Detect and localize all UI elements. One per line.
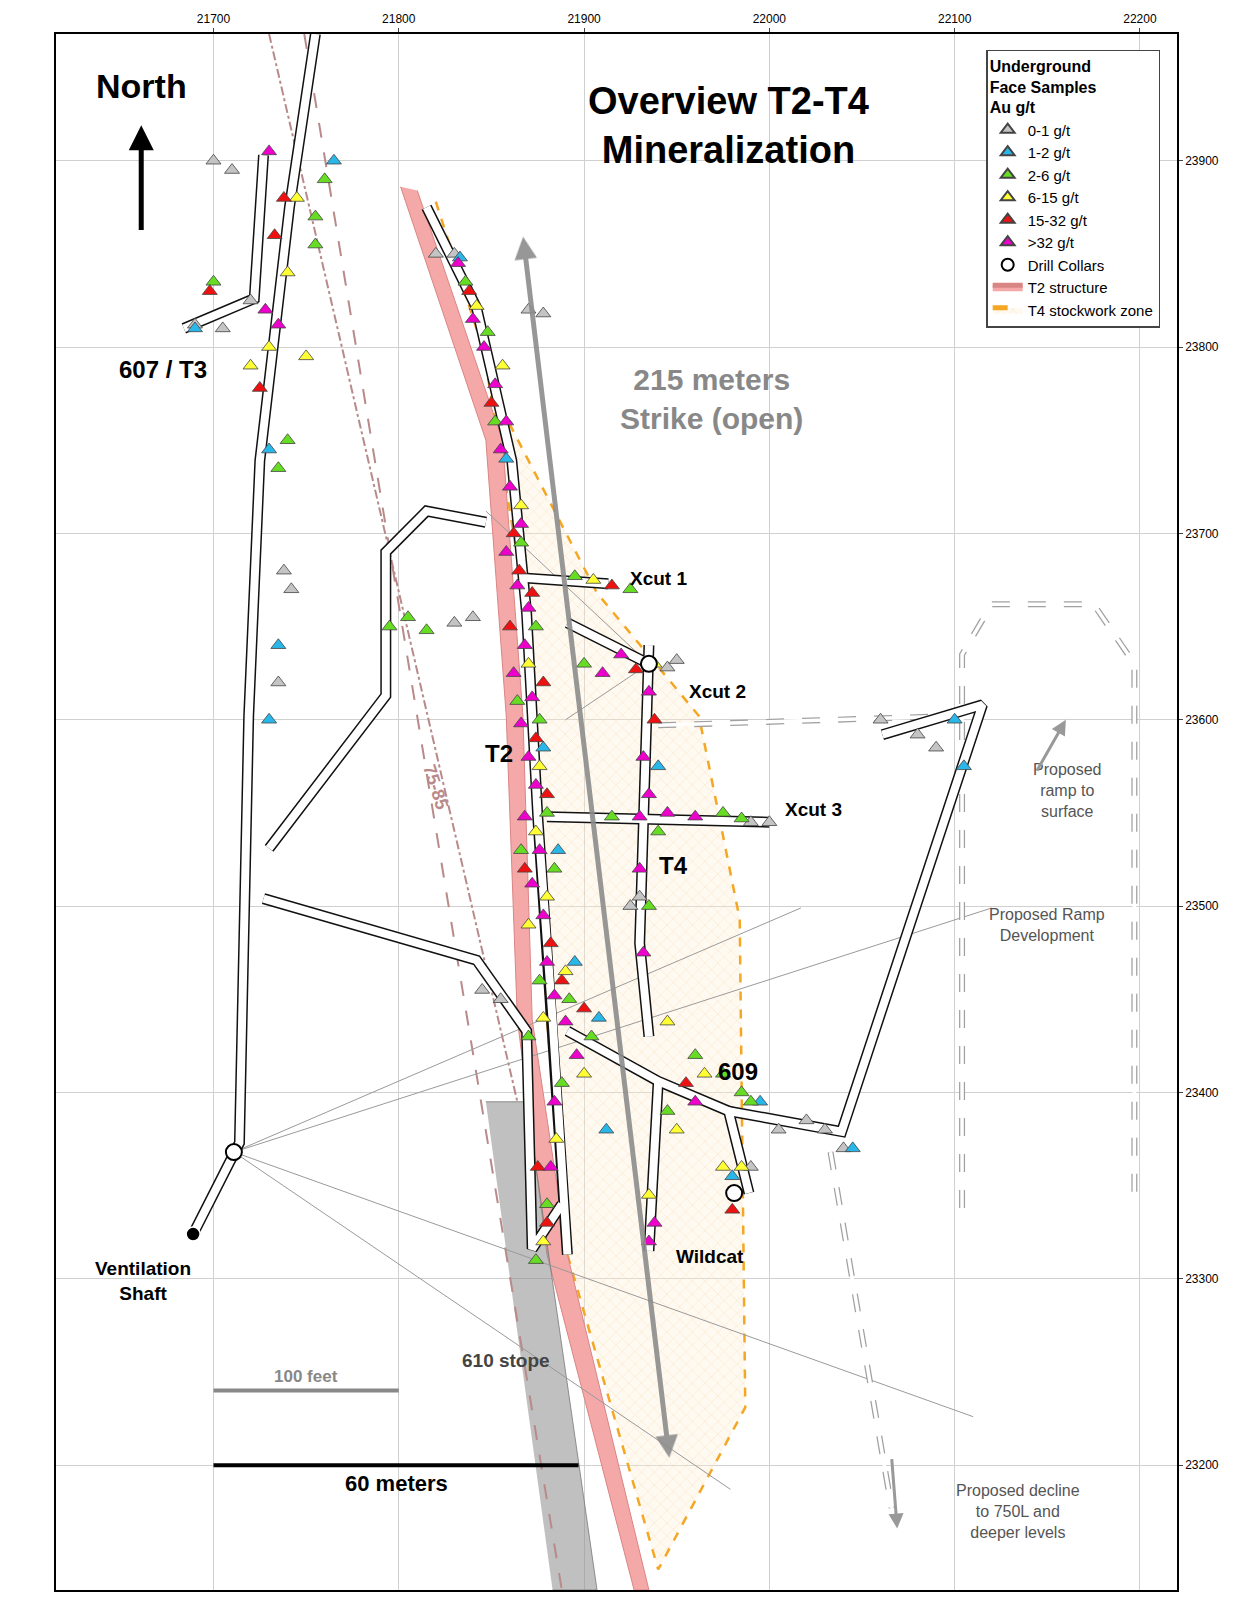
svg-text:21800: 21800 [382,12,416,26]
svg-text:6-15 g/t: 6-15 g/t [1028,189,1080,206]
svg-text:Overview T2-T4Mineralization: Overview T2-T4Mineralization [588,80,869,171]
svg-text:23600: 23600 [1185,713,1219,727]
svg-text:22100: 22100 [938,12,972,26]
svg-text:1-2 g/t: 1-2 g/t [1028,144,1071,161]
svg-text:100 feet: 100 feet [274,1367,338,1386]
svg-text:23200: 23200 [1185,1458,1219,1472]
svg-text:>32 g/t: >32 g/t [1028,234,1075,251]
svg-text:Xcut 3: Xcut 3 [785,799,842,820]
svg-text:609: 609 [718,1058,758,1085]
svg-text:215 metersStrike (open): 215 metersStrike (open) [620,363,803,435]
svg-text:23900: 23900 [1185,154,1219,168]
svg-text:22000: 22000 [753,12,787,26]
svg-text:21900: 21900 [567,12,601,26]
svg-text:UndergroundFace SamplesAu g/t: UndergroundFace SamplesAu g/t [990,58,1097,117]
svg-text:T2: T2 [485,740,513,767]
svg-text:Proposed RampDevelopment: Proposed RampDevelopment [989,906,1105,944]
svg-text:Xcut 1: Xcut 1 [630,568,687,589]
svg-text:T4 stockwork zone: T4 stockwork zone [1028,302,1153,319]
svg-text:23400: 23400 [1185,1086,1219,1100]
svg-text:21700: 21700 [197,12,231,26]
svg-text:22200: 22200 [1123,12,1157,26]
svg-text:15-32 g/t: 15-32 g/t [1028,212,1088,229]
svg-text:23500: 23500 [1185,899,1219,913]
svg-text:607 / T3: 607 / T3 [119,356,207,383]
svg-text:VentilationShaft: VentilationShaft [95,1258,191,1304]
svg-text:Proposedramp tosurface: Proposedramp tosurface [1033,761,1102,820]
svg-text:23300: 23300 [1185,1272,1219,1286]
svg-text:23700: 23700 [1185,527,1219,541]
svg-text:60 meters: 60 meters [345,1471,448,1496]
svg-text:Xcut 2: Xcut 2 [689,681,746,702]
svg-text:North: North [96,67,187,105]
svg-text:Drill Collars: Drill Collars [1028,257,1105,274]
svg-text:T2 structure: T2 structure [1028,279,1108,296]
svg-text:Proposed declineto 750L anddee: Proposed declineto 750L anddeeper levels [956,1482,1080,1541]
svg-text:75-85: 75-85 [419,762,452,812]
svg-text:Wildcat: Wildcat [676,1246,744,1267]
svg-text:T4: T4 [659,852,688,879]
svg-text:23800: 23800 [1185,340,1219,354]
svg-text:0-1 g/t: 0-1 g/t [1028,122,1071,139]
svg-text:2-6 g/t: 2-6 g/t [1028,167,1071,184]
svg-text:610 stope: 610 stope [462,1350,550,1371]
